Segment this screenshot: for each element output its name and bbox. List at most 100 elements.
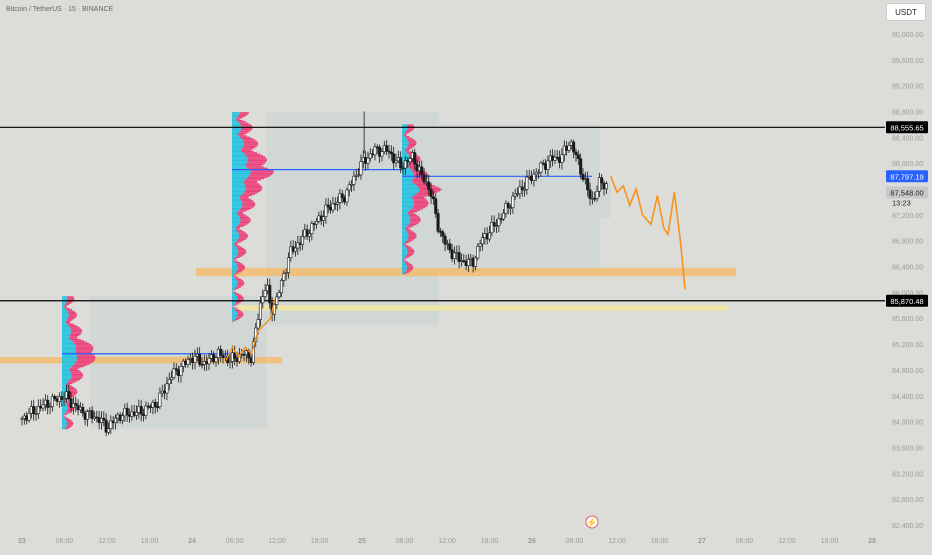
target-zone	[238, 305, 728, 310]
symbol-title: Bitcoin / TetherUS · 15 · BINANCE	[6, 6, 113, 13]
price-tick: 84,000.00	[892, 420, 923, 427]
candle-body	[474, 258, 476, 266]
candle-body	[353, 176, 355, 184]
time-tick: 12:00	[778, 538, 796, 545]
candle-body	[259, 303, 261, 320]
candle-body	[435, 199, 437, 214]
candle-body	[414, 153, 416, 165]
candle-body	[168, 380, 170, 384]
time-tick: 12:00	[98, 538, 116, 545]
candle-body	[547, 161, 549, 170]
price-tick: 86,400.00	[892, 265, 923, 272]
price-tick: 84,400.00	[892, 394, 923, 401]
candle-body	[32, 406, 34, 413]
candle-body	[526, 177, 528, 189]
candle-body	[301, 237, 303, 245]
candle-body	[121, 416, 123, 421]
candle-body	[601, 178, 603, 183]
candle-body	[194, 356, 196, 362]
candle-body	[327, 205, 329, 207]
candle-body	[280, 280, 282, 292]
time-tick: 12:00	[438, 538, 456, 545]
candle-body	[278, 293, 280, 297]
time-tick: 26	[528, 538, 536, 545]
candle-body	[409, 159, 411, 162]
resistance-price-label-text: 88,555.65	[890, 123, 923, 132]
candle-body	[449, 244, 451, 250]
candle-body	[423, 175, 425, 182]
candle-body	[269, 285, 271, 303]
candle-body	[287, 258, 289, 273]
candle-body	[198, 354, 200, 364]
candle-body	[444, 236, 446, 244]
candle-body	[399, 158, 401, 168]
candle-body	[605, 184, 607, 189]
candle-body	[458, 252, 460, 261]
candle-body	[502, 213, 504, 219]
price-tick: 87,200.00	[892, 213, 923, 220]
candle-body	[308, 233, 310, 236]
time-tick: 23	[18, 538, 26, 545]
candle-body	[385, 146, 387, 151]
candle-body	[257, 319, 259, 328]
candle-body	[437, 214, 439, 232]
candle-body	[577, 155, 579, 159]
price-tick: 83,600.00	[892, 445, 923, 452]
candle-body	[215, 358, 217, 362]
price-tick: 82,800.00	[892, 497, 923, 504]
candle-body	[154, 402, 156, 406]
candle-body	[126, 408, 128, 415]
candle-body	[360, 162, 362, 175]
price-tick: 84,800.00	[892, 368, 923, 375]
candle-body	[507, 203, 509, 207]
time-tick: 12:00	[268, 538, 286, 545]
candle-body	[54, 396, 56, 398]
candle-body	[479, 244, 481, 246]
time-tick: 25	[358, 538, 366, 545]
price-tick: 89,600.00	[892, 58, 923, 65]
candle-body	[187, 359, 189, 364]
candle-body	[42, 405, 44, 408]
candle-body	[367, 158, 369, 163]
time-tick: 18:00	[141, 538, 159, 545]
currency-selector[interactable]: USDT	[886, 3, 926, 21]
time-tick: 18:00	[821, 538, 839, 545]
lightning-icon-glyph: ⚡	[586, 517, 597, 529]
candle-body	[145, 406, 147, 416]
candle-body	[341, 194, 343, 198]
candle-body	[467, 259, 469, 265]
candle-body	[568, 145, 570, 150]
price-tick: 90,000.00	[892, 32, 923, 39]
time-tick: 18:00	[481, 538, 499, 545]
last-price-label-text: 87,548.00	[890, 188, 923, 197]
price-tick: 88,800.00	[892, 110, 923, 117]
time-tick: 06:00	[396, 538, 414, 545]
candle-body	[596, 191, 598, 198]
support-price-label-text: 85,870.48	[890, 297, 923, 306]
time-tick: 24	[188, 538, 196, 545]
candle-body	[28, 413, 30, 420]
price-tick: 85,200.00	[892, 342, 923, 349]
candle-body	[346, 190, 348, 202]
candle-body	[262, 297, 264, 303]
candle-body	[140, 406, 142, 414]
time-tick: 18:00	[651, 538, 669, 545]
time-tick: 06:00	[566, 538, 584, 545]
price-tick: 83,200.00	[892, 471, 923, 478]
candle-body	[311, 224, 313, 234]
candle-body	[442, 232, 444, 237]
candle-body	[561, 155, 563, 163]
countdown-label: 13:23	[892, 198, 911, 207]
candle-body	[264, 291, 266, 297]
time-tick: 12:00	[608, 538, 626, 545]
candle-body	[488, 233, 490, 239]
session-range-box	[439, 124, 601, 273]
candle-body	[219, 349, 221, 355]
candle-body	[82, 407, 84, 413]
candle-body	[481, 238, 483, 244]
candle-body	[86, 412, 88, 420]
candle-body	[572, 142, 574, 152]
price-tick: 88,400.00	[892, 135, 923, 142]
